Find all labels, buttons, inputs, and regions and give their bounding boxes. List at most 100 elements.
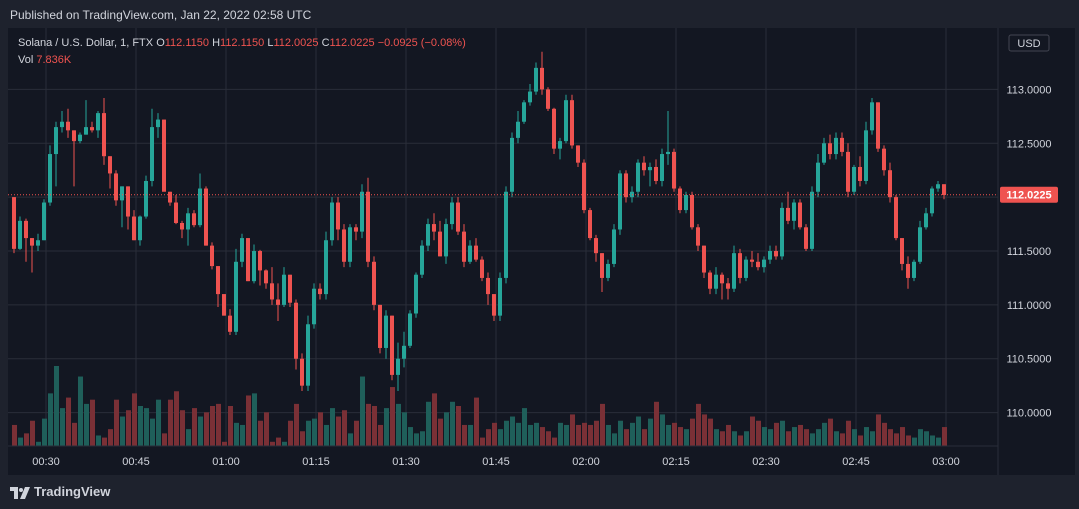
volume-bar	[858, 435, 863, 446]
volume-bar	[750, 416, 755, 446]
candle-body	[438, 231, 442, 257]
candle-body	[264, 270, 268, 284]
volume-bar	[816, 429, 821, 446]
candle	[546, 87, 550, 111]
candle-body	[456, 202, 460, 232]
volume-bar	[870, 431, 875, 446]
volume-bar	[300, 431, 305, 446]
candle	[714, 267, 718, 295]
candle	[12, 197, 16, 254]
candle-body	[810, 191, 814, 249]
candle	[684, 191, 688, 214]
volume-bar	[924, 431, 929, 446]
candle	[726, 277, 730, 300]
candle	[810, 186, 814, 252]
volume-label[interactable]: Vol	[18, 54, 34, 66]
candle-body	[492, 294, 496, 316]
volume-bar	[18, 437, 23, 446]
volume-bar	[552, 437, 557, 446]
time-tick-label: 00:30	[32, 456, 60, 468]
volume-bar	[408, 427, 413, 446]
candle-body	[450, 202, 454, 225]
candle-body	[576, 145, 580, 163]
time-tick-label: 01:15	[302, 456, 330, 468]
time-tick-label: 01:30	[392, 456, 420, 468]
candle	[702, 245, 706, 278]
candle	[480, 256, 484, 282]
candle-body	[642, 162, 646, 171]
candlestick-chart[interactable]: 113.0000112.5000112.0000111.5000111.0000…	[8, 28, 1075, 475]
candle	[882, 145, 886, 176]
volume-bar	[528, 424, 533, 446]
volume-bar	[624, 429, 629, 446]
candle	[768, 245, 772, 264]
volume-bar	[204, 412, 209, 446]
volume-bar	[474, 397, 479, 446]
candle	[822, 137, 826, 165]
volume-bar	[246, 395, 251, 446]
candle-body	[672, 151, 676, 189]
volume-bar	[258, 420, 263, 446]
candle	[732, 245, 736, 292]
candle	[816, 154, 820, 198]
candle	[936, 180, 940, 192]
candle-body	[546, 89, 550, 109]
currency-badge[interactable]: USD	[1008, 34, 1050, 52]
candle	[270, 267, 274, 305]
candle-body	[186, 213, 190, 230]
volume-bar	[294, 403, 299, 446]
candle	[138, 215, 142, 246]
price-axis[interactable]: 113.0000112.5000112.0000111.5000111.0000…	[1006, 84, 1051, 419]
volume-bar	[66, 397, 71, 446]
price-tick-label: 113.0000	[1006, 84, 1051, 96]
volume-bar	[930, 435, 935, 446]
volume-bar	[600, 403, 605, 446]
candle-body	[648, 166, 652, 171]
candle	[240, 233, 244, 268]
candle-body	[510, 137, 514, 192]
candle	[378, 304, 382, 354]
publish-bar: Published on TradingView.com, Jan 22, 20…	[0, 0, 1079, 28]
symbol-label[interactable]: Solana / U.S. Dollar, 1, FTX	[18, 37, 154, 49]
candle-body	[138, 216, 142, 241]
low-label: L	[267, 37, 274, 49]
volume-bar	[564, 424, 569, 446]
candle	[102, 98, 106, 165]
volume-bar	[432, 393, 437, 446]
volume-bar	[306, 420, 311, 446]
candle	[24, 218, 28, 262]
candle	[318, 283, 322, 300]
candle-body	[858, 166, 862, 181]
candle	[864, 121, 868, 185]
candle-body	[714, 274, 718, 289]
candle	[426, 218, 430, 252]
candle-body	[300, 358, 304, 386]
candle-body	[690, 194, 694, 228]
time-axis[interactable]: 00:30 00:45 01:00 01:15 01:30 01:45 02:00 02:15…	[32, 456, 960, 468]
candle-body	[738, 253, 742, 278]
volume-bar	[126, 410, 131, 446]
candle-body	[756, 261, 760, 268]
chart-area[interactable]: 113.0000112.5000112.0000111.5000111.0000…	[8, 28, 1075, 475]
candle-body	[912, 261, 916, 278]
high-value: 112.1150	[220, 37, 265, 49]
candle	[48, 145, 52, 206]
candle-body	[600, 253, 604, 278]
volume-bar	[762, 427, 767, 446]
candle	[780, 202, 784, 260]
volume-bar	[612, 433, 617, 446]
candle	[828, 134, 832, 160]
volume-bar	[534, 422, 539, 446]
candle	[414, 272, 418, 318]
volume-bar	[270, 441, 275, 446]
candle-body	[336, 202, 340, 230]
candle-body	[558, 141, 562, 149]
volume-bar	[186, 429, 191, 446]
candle-body	[540, 67, 544, 90]
volume-bar	[450, 401, 455, 446]
volume-bar	[240, 424, 245, 446]
candle-body	[330, 202, 334, 241]
candle	[360, 184, 364, 239]
time-tick-label: 01:00	[212, 456, 240, 468]
candle-body	[348, 227, 352, 262]
